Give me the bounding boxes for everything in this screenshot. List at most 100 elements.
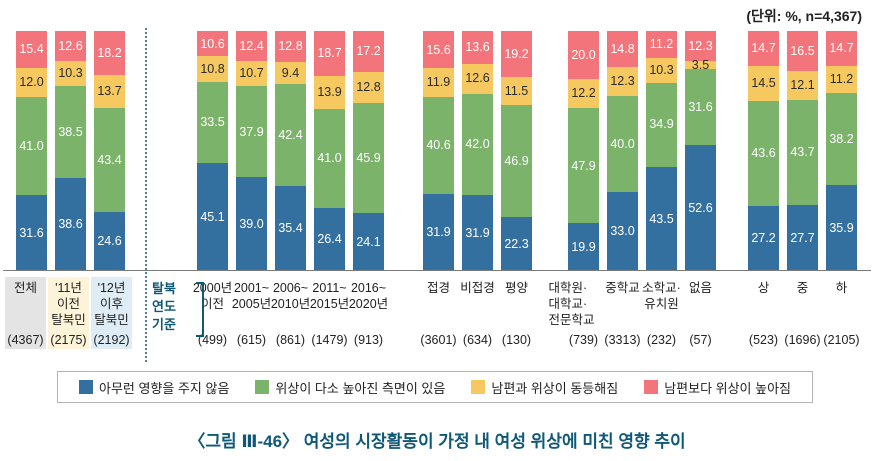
bar-segment: 45.1 xyxy=(197,162,228,271)
category-count: (1696) xyxy=(784,333,821,347)
stacked-bar: 38.6 38.5 10.3 12.6 xyxy=(55,31,86,271)
defection-year-axis-label-line: 탈북 xyxy=(152,281,176,296)
bar-segment: 16.5 xyxy=(787,31,818,71)
category-label: 소학교· 유치원 xyxy=(642,281,681,311)
category-count: (739) xyxy=(568,333,599,347)
bar-segment-value: 52.6 xyxy=(688,200,713,215)
bar-segment-value: 43.6 xyxy=(751,146,776,161)
bar-segment: 13.7 xyxy=(94,74,125,108)
bar-segment: 12.3 xyxy=(607,66,638,96)
bar-segment-value: 14.7 xyxy=(751,41,776,56)
category-label: 2006~ 2010년 xyxy=(270,281,311,311)
bar-segment-value: 45.1 xyxy=(200,209,225,224)
bar-segment-value: 43.4 xyxy=(97,152,122,167)
bar-segment: 39.0 xyxy=(236,177,267,271)
bar-segment-value: 11.2 xyxy=(829,72,854,87)
bar-segment: 43.4 xyxy=(94,107,125,212)
category-count: (2175) xyxy=(50,333,87,347)
bar-segment-value: 9.4 xyxy=(281,65,300,80)
legend-swatch xyxy=(644,380,659,394)
bar-segment-value: 27.2 xyxy=(751,231,776,246)
bar-segment-value: 19.2 xyxy=(504,47,529,62)
bar-segment-value: 10.3 xyxy=(58,66,83,81)
bar-segment: 10.7 xyxy=(236,60,267,87)
legend-label: 위상이 다소 높아진 측면이 있음 xyxy=(275,380,446,396)
bar-segment: 42.0 xyxy=(462,93,493,195)
stacked-bar: 52.6 31.6 3.5 12.3 xyxy=(685,31,716,271)
unit-label: (단위: %, n=4,367) xyxy=(746,8,862,24)
bar-segment-value: 46.9 xyxy=(504,153,529,168)
category-count: (3313) xyxy=(604,333,641,347)
bar-segment: 52.6 xyxy=(685,144,716,271)
bar-segment-value: 37.9 xyxy=(239,124,264,139)
bar-segment: 26.4 xyxy=(314,207,345,271)
bar-segment-value: 10.6 xyxy=(200,36,225,51)
legend-item: 남편과 위상이 동등해짐 xyxy=(471,378,618,397)
category-count: (861) xyxy=(275,333,306,347)
bar-segment-value: 17.2 xyxy=(356,44,381,59)
legend-item: 아무런 영향을 주지 않음 xyxy=(78,378,230,397)
bar-segment-value: 11.2 xyxy=(649,37,674,52)
legend-swatch xyxy=(471,380,486,394)
bar-segment-value: 19.9 xyxy=(571,239,596,254)
category-count: (1479) xyxy=(311,333,348,347)
category-cell: 중학교 (3313) xyxy=(588,277,658,349)
bar-segment-value: 3.5 xyxy=(691,57,710,72)
bar-segment-value: 43.7 xyxy=(790,144,815,159)
bar-segment-value: 39.0 xyxy=(239,216,264,231)
bar-group-5: 27.2 43.6 14.5 14.7 27.7 43.7 12.1 16.5 35.9 38.2… xyxy=(748,31,857,271)
bar-segment-value: 38.2 xyxy=(829,131,854,146)
bar-segment: 34.9 xyxy=(646,82,677,167)
bar-segment: 11.5 xyxy=(501,77,532,105)
bar-segment-value: 14.8 xyxy=(610,41,635,56)
bar-segment: 38.2 xyxy=(826,93,857,185)
category-label: 중학교 xyxy=(605,281,640,295)
bar-segment: 18.7 xyxy=(314,31,345,76)
bar-segment: 15.6 xyxy=(423,31,454,69)
bar-segment: 12.6 xyxy=(462,63,493,94)
stacked-bar: 33.0 40.0 12.3 14.8 xyxy=(607,31,638,271)
bar-segment: 41.0 xyxy=(16,96,47,196)
bar-segment: 47.9 xyxy=(568,108,599,224)
bar-segment-value: 10.7 xyxy=(239,66,264,81)
category-count: (523) xyxy=(748,333,779,347)
bar-segment-value: 26.4 xyxy=(317,232,342,247)
bar-segment-value: 15.4 xyxy=(19,42,44,57)
bar-segment: 40.6 xyxy=(423,97,454,195)
bar-segment: 14.7 xyxy=(826,31,857,67)
bar-segment-value: 33.5 xyxy=(200,115,225,130)
bar-segment-value: 27.7 xyxy=(790,230,815,245)
category-label: 중 xyxy=(796,281,809,295)
legend-label: 남편보다 위상이 높아짐 xyxy=(664,380,792,396)
bar-segment-value: 12.3 xyxy=(610,73,635,88)
bar-group-1: 31.6 41.0 12.0 15.4 38.6 38.5 10.3 12.6 24.6 43.4… xyxy=(16,31,125,271)
category-cell: '12년 이후 탈북민 (2192) xyxy=(91,277,132,349)
legend-label: 아무런 영향을 주지 않음 xyxy=(98,380,230,396)
defection-year-axis-label-line: 기준 xyxy=(152,317,176,332)
category-label: 상 xyxy=(757,281,770,295)
bar-segment-value: 15.6 xyxy=(426,42,451,57)
bar-segment-value: 42.0 xyxy=(465,136,490,151)
stacked-bar: 35.9 38.2 11.2 14.7 xyxy=(826,31,857,271)
bar-segment-value: 31.6 xyxy=(19,225,44,240)
bar-segment-value: 35.9 xyxy=(829,220,854,235)
category-labels-area: 전체 (4367) '11년 이전 탈북민 (2175) '12년 이후 탈북민 (2192) 20… xyxy=(0,277,874,349)
category-count: (615) xyxy=(236,333,267,347)
bar-segment-value: 13.6 xyxy=(465,40,490,55)
bar-segment: 14.5 xyxy=(748,66,779,102)
category-label: 대학원· 대학교· 전문학교 xyxy=(548,281,595,327)
category-cell: 2011~ 2015년 (1479) xyxy=(295,277,365,349)
category-cell: 비접경 (634) xyxy=(443,277,513,349)
stacked-bar: 22.3 46.9 11.5 19.2 xyxy=(501,31,532,271)
bar-segment: 31.9 xyxy=(423,194,454,271)
stacked-bar: 24.1 45.9 12.8 17.2 xyxy=(353,31,384,271)
legend-item: 위상이 다소 높아진 측면이 있음 xyxy=(255,378,445,397)
stacked-bar: 19.9 47.9 12.2 20.0 xyxy=(568,31,599,271)
bar-segment: 12.2 xyxy=(568,79,599,109)
category-cell: 대학원· 대학교· 전문학교 (739) xyxy=(549,277,619,349)
bar-segment: 12.6 xyxy=(55,31,86,62)
bar-segment: 33.0 xyxy=(607,191,638,271)
bar-segment: 14.7 xyxy=(748,31,779,67)
bar-segment: 33.5 xyxy=(197,82,228,163)
